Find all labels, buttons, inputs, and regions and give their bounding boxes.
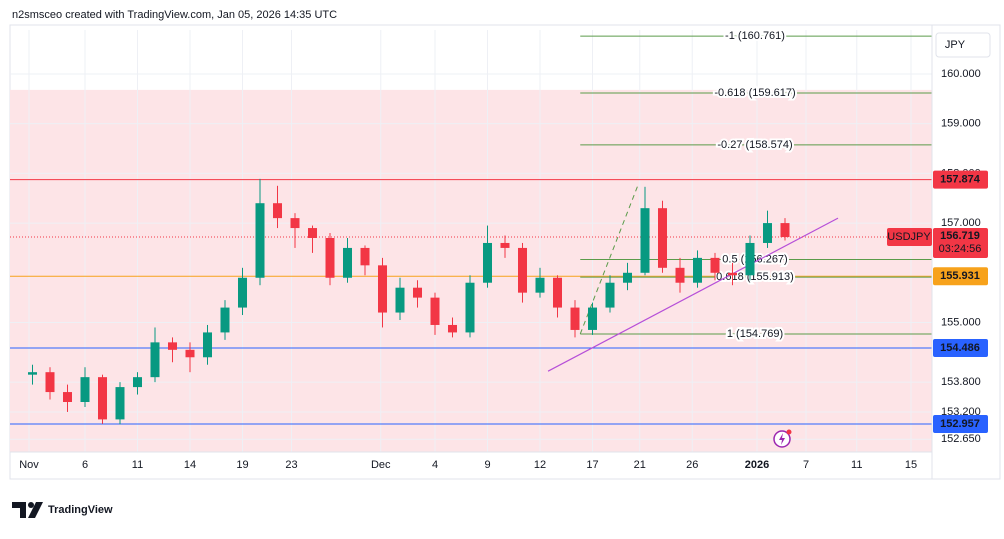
- candle-body: [395, 287, 405, 313]
- y-tick-label: 152.650: [941, 433, 981, 445]
- x-tick-label: Nov: [19, 459, 39, 471]
- x-tick-label: 9: [484, 459, 490, 471]
- y-tick-label: 157.000: [941, 217, 981, 229]
- candle-body: [98, 377, 108, 420]
- x-tick-label: 4: [432, 459, 438, 471]
- candle-body: [710, 257, 720, 273]
- candle-body: [693, 257, 703, 283]
- x-tick-label: 7: [803, 459, 809, 471]
- logo: [12, 502, 43, 518]
- last-price-label: 156.719: [940, 230, 980, 242]
- candle-body: [325, 237, 335, 278]
- fib-label: 1 (154.769): [727, 328, 783, 340]
- x-tick-label: 21: [634, 459, 646, 471]
- y-tick-label: 153.200: [941, 406, 981, 418]
- x-tick-label: 14: [184, 459, 196, 471]
- symbol-tag: [887, 228, 932, 247]
- candle-body: [518, 247, 528, 293]
- fib-label: 0.618 (155.913): [716, 271, 794, 283]
- candle-body: [640, 208, 650, 273]
- x-tick-label: 26: [686, 459, 698, 471]
- x-tick-label: 2026: [745, 459, 769, 471]
- y-tick-label: 155.000: [941, 316, 981, 328]
- candle-body: [115, 387, 125, 420]
- candle-body: [675, 267, 685, 283]
- candle-body: [605, 282, 615, 308]
- candle-body: [500, 242, 510, 248]
- candle-body: [185, 349, 195, 358]
- candle-body: [465, 282, 475, 333]
- brand: TradingView: [48, 504, 113, 516]
- candle-body: [63, 392, 73, 403]
- x-tick-label: Dec: [371, 459, 391, 471]
- x-tick-label: 11: [132, 459, 143, 471]
- zone: [10, 89, 932, 452]
- plot: -1 (160.761) -0.618 (159.617) -0.27 (158.5…: [10, 28, 932, 452]
- trendline: [547, 217, 839, 372]
- price-tag-label: 157.874: [940, 174, 981, 186]
- price-tag-label: 152.957: [940, 418, 980, 430]
- candle-body: [535, 277, 545, 293]
- candle-body: [763, 223, 773, 243]
- candle-body: [255, 203, 265, 278]
- currency: JPY: [945, 39, 966, 51]
- event-icon-bolt: [779, 433, 785, 445]
- candle-body: [150, 342, 160, 378]
- event-dot: [786, 429, 792, 435]
- candle-body: [290, 218, 300, 229]
- x-tick-label: 11: [851, 459, 862, 471]
- candle-body: [553, 277, 563, 308]
- candle-body: [220, 307, 230, 333]
- candle-body: [28, 372, 38, 375]
- candle-body: [273, 203, 283, 219]
- candle-body: [430, 297, 440, 325]
- currency-box: [935, 32, 991, 58]
- attribution: n2smsceo created with TradingView.com, J…: [12, 9, 337, 21]
- candle-body: [588, 307, 598, 330]
- candle-body: [133, 377, 143, 388]
- y-tick-label: 153.800: [941, 376, 981, 388]
- candle-body: [448, 324, 458, 333]
- candle-body: [203, 332, 213, 358]
- x-tick-label: 15: [905, 459, 917, 471]
- x-tick-label: 23: [285, 459, 297, 471]
- candle-body: [308, 228, 318, 238]
- x-tick-label: 17: [586, 459, 598, 471]
- fib-label: 0.5 (156.267): [722, 253, 787, 265]
- candle-body: [413, 287, 423, 298]
- candle-body: [623, 272, 633, 283]
- x-tick-label: 12: [534, 459, 546, 471]
- price-tag: [933, 339, 988, 358]
- price-tag: [933, 415, 988, 434]
- candle-body: [80, 377, 90, 403]
- fib-label: -0.27 (158.574): [717, 139, 792, 151]
- y-tick-label: 159.000: [941, 118, 981, 130]
- candle-body: [570, 307, 580, 330]
- candle-body: [745, 242, 755, 276]
- candle-body: [45, 372, 55, 393]
- price-tag: [933, 267, 988, 286]
- candle-body: [343, 247, 353, 278]
- countdown: 03:24:56: [939, 243, 982, 255]
- price-tag: [933, 170, 988, 189]
- candle-body: [360, 247, 370, 266]
- symbol: USDJPY: [887, 231, 931, 243]
- fib-label: -1 (160.761): [725, 30, 785, 42]
- y-tick-label: 160.000: [941, 68, 981, 80]
- candle-body: [780, 223, 790, 238]
- candle-body: [238, 277, 248, 308]
- x-tick-label: 6: [82, 459, 88, 471]
- candle-body: [378, 265, 388, 313]
- candle-body: [168, 342, 178, 350]
- candle-body: [483, 242, 493, 283]
- price-tag-label: 154.486: [940, 342, 980, 354]
- candle-body: [728, 272, 738, 276]
- price-tag-label: 155.931: [940, 270, 980, 282]
- candle-body: [658, 208, 668, 268]
- last-price-tag: [933, 228, 988, 259]
- x-tick-label: 19: [236, 459, 248, 471]
- fib-label: -0.618 (159.617): [714, 87, 795, 99]
